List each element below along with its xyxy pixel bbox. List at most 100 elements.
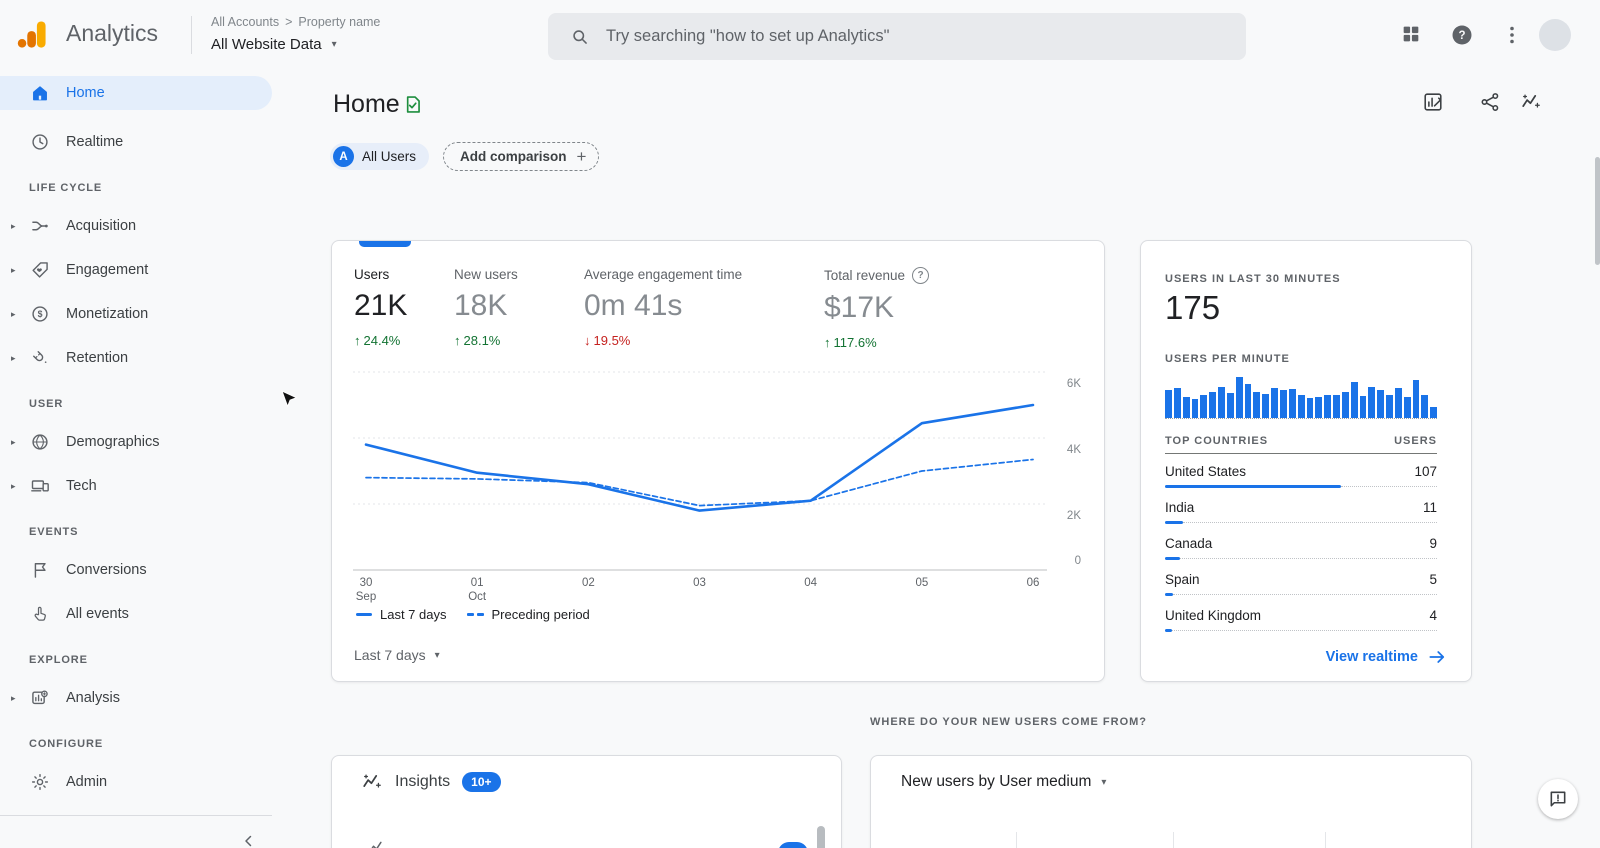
realtime-card: USERS IN LAST 30 MINUTES 175 USERS PER M… (1140, 240, 1472, 682)
minute-bar (1297, 394, 1305, 418)
retention-icon (30, 348, 50, 368)
svg-text:6K: 6K (1067, 378, 1081, 390)
all-users-chip[interactable]: A All Users (330, 143, 430, 170)
expand-arrow-icon[interactable]: ▸ (11, 480, 16, 491)
metric-avg-engagement-time[interactable]: Average engagement time 0m 41s ↓ 19.5% (584, 267, 743, 348)
help-icon[interactable]: ? (1450, 23, 1474, 47)
country-users: 4 (1429, 608, 1437, 623)
feedback-button[interactable] (1538, 779, 1578, 819)
arrow-right-icon (1427, 647, 1447, 667)
expand-arrow-icon[interactable]: ▸ (11, 352, 16, 363)
customize-report-icon[interactable] (1422, 91, 1444, 113)
new-users-card: New users by User medium ▾ (870, 755, 1472, 848)
sidebar-item-all-events[interactable]: All events (0, 592, 272, 636)
country-row-united-states: United States 107 (1165, 464, 1437, 490)
minute-bar (1386, 394, 1393, 418)
row-divider (1180, 558, 1437, 559)
apps-grid-icon[interactable] (1400, 23, 1424, 47)
realtime-title: USERS IN LAST 30 MINUTES (1165, 273, 1341, 285)
add-comparison-button[interactable]: Add comparison + (443, 142, 600, 171)
all-users-label: All Users (362, 149, 417, 164)
insights-scrollbar[interactable] (817, 826, 825, 848)
sidebar-item-engagement[interactable]: ▸ Engagement (11, 260, 149, 280)
new-users-dimension-selector[interactable]: New users by User medium ▾ (901, 773, 1107, 790)
sidebar-item-acquisition[interactable]: ▸ Acquisition (11, 218, 137, 234)
info-icon[interactable]: ? (912, 267, 930, 284)
sidebar-item-realtime[interactable]: Realtime (0, 120, 272, 164)
users-per-minute-chart[interactable] (1165, 371, 1438, 419)
sidebar-item-analysis[interactable]: ▸ Analysis (11, 688, 120, 708)
sidebar-item-retention[interactable]: ▸ Retention (11, 348, 129, 368)
sidebar-item-tech[interactable]: ▸ Tech (11, 478, 97, 494)
minute-bar (1235, 376, 1243, 418)
metric-total-revenue[interactable]: Total revenue ? $17K ↑ 117.6% (824, 267, 930, 350)
new-users-section-title: WHERE DO YOUR NEW USERS COME FROM? (870, 716, 1148, 728)
country-row-canada: Canada 9 (1165, 536, 1437, 562)
chevron-down-icon: ▾ (434, 649, 440, 661)
sidebar-item-conversions[interactable]: Conversions (0, 548, 272, 592)
page-scrollbar[interactable] (1595, 157, 1600, 265)
sidebar-section-life-cycle: LIFE CYCLE (29, 182, 103, 194)
sidebar-divider (0, 815, 272, 816)
expand-arrow-icon[interactable]: ▸ (11, 692, 16, 703)
svg-text:01: 01 (471, 577, 484, 589)
sidebar-item-home[interactable]: Home (0, 76, 272, 110)
view-realtime-link[interactable]: View realtime (1326, 647, 1447, 667)
row-divider (1172, 630, 1437, 631)
insights-sparkline-icon (361, 771, 383, 793)
metric-new-users[interactable]: New users 18K ↑ 28.1% (454, 267, 518, 348)
expand-arrow-icon[interactable]: ▸ (11, 436, 16, 447)
expand-arrow-icon[interactable]: ▸ (11, 220, 16, 231)
minute-bar (1430, 406, 1438, 418)
expand-arrow-icon[interactable]: ▸ (11, 308, 16, 319)
svg-text:4K: 4K (1067, 444, 1081, 456)
chart-legend: Last 7 days Preceding period (356, 607, 590, 622)
sidebar-item-monetization[interactable]: ▸ $ Monetization (11, 306, 149, 322)
property-selector[interactable]: All Website Data ▾ (211, 36, 337, 53)
insights-count-badge[interactable]: 10+ (462, 772, 501, 792)
legend-preceding-period: Preceding period (466, 607, 590, 622)
insight-new-badge (778, 842, 808, 848)
svg-text:Sep: Sep (356, 591, 376, 603)
sidebar-section-explore: EXPLORE (29, 654, 88, 666)
svg-text:Oct: Oct (468, 591, 487, 603)
svg-text:?: ? (1458, 30, 1465, 42)
trend-up-icon: ↑ (824, 335, 831, 350)
metric-users[interactable]: Users 21K ↑ 24.4% (354, 267, 408, 348)
country-users: 9 (1429, 536, 1437, 551)
insights-icon[interactable] (1520, 91, 1542, 113)
trend-up-icon: ↑ (354, 333, 361, 348)
expand-arrow-icon[interactable]: ▸ (11, 264, 16, 275)
svg-text:04: 04 (804, 577, 817, 589)
all-events-icon (30, 604, 50, 624)
minute-bar (1226, 392, 1234, 418)
trend-down-icon: ↓ (584, 333, 591, 348)
dashed-line-swatch-icon (466, 613, 484, 616)
users-line-chart[interactable]: 0 2K 4K 6K 30 Sep 01 Oct 02 03 04 05 06 (347, 353, 1087, 603)
search-bar[interactable] (548, 13, 1246, 60)
breadcrumb-property-name[interactable]: Property name (298, 15, 381, 29)
collapse-sidebar-icon[interactable] (240, 832, 258, 848)
sidebar-section-events: EVENTS (29, 526, 79, 538)
sidebar-item-demographics[interactable]: ▸ Demographics (11, 434, 160, 450)
time-range-selector[interactable]: Last 7 days ▾ (354, 647, 440, 663)
avatar[interactable] (1539, 19, 1571, 51)
sidebar-item-admin[interactable]: Admin (0, 760, 272, 804)
minute-bar (1253, 391, 1261, 418)
row-divider (1173, 594, 1437, 595)
minute-bar (1333, 395, 1340, 418)
chart-gridline (1016, 832, 1017, 848)
analysis-icon (30, 688, 50, 708)
legend-last-7-days: Last 7 days (356, 607, 447, 622)
more-vert-icon[interactable] (1500, 23, 1524, 47)
engagement-icon (30, 260, 50, 280)
share-icon[interactable] (1479, 91, 1501, 113)
breadcrumb[interactable]: All Accounts > Property name (211, 15, 380, 29)
analytics-logo-icon[interactable] (16, 18, 49, 51)
chart-gridline (1173, 832, 1174, 848)
breadcrumb-all-accounts[interactable]: All Accounts (211, 15, 280, 29)
mouse-cursor (281, 390, 298, 408)
search-input[interactable] (604, 26, 1246, 47)
minute-bar (1377, 389, 1385, 418)
country-bar (1165, 592, 1173, 597)
